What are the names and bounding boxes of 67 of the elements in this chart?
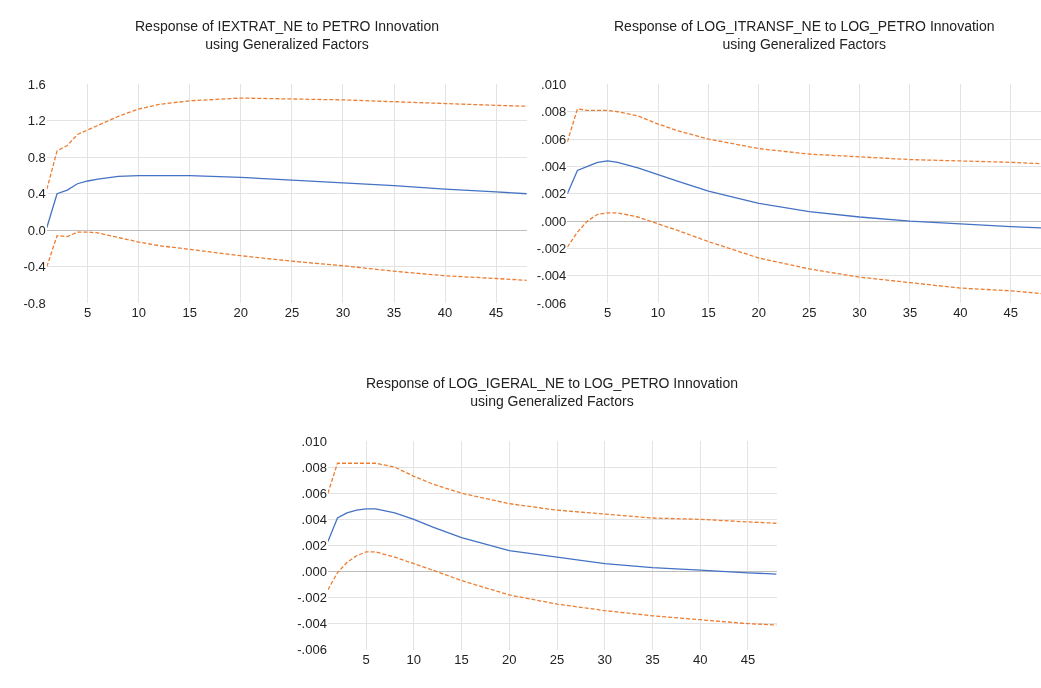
- line-series: [46, 97, 527, 190]
- y-tick-label: -0.4: [23, 259, 46, 275]
- y-tick-label: 1.6: [27, 76, 46, 92]
- y-tick-label: -.002: [536, 240, 567, 256]
- x-tick-label: 15: [454, 651, 469, 667]
- x-tick-label: 45: [740, 651, 756, 667]
- y-tick-label: .004: [301, 511, 327, 527]
- line-series: [327, 508, 777, 575]
- y-tick-label: .006: [301, 485, 327, 501]
- y-tick-label: .000: [301, 564, 327, 580]
- y-tick-label: 0.8: [27, 149, 46, 165]
- y-tick-label: .002: [301, 537, 327, 553]
- x-tick-label: 35: [902, 305, 918, 321]
- x-tick-label: 10: [406, 651, 422, 667]
- x-tick-label: 35: [386, 305, 402, 321]
- y-tick-label: .002: [541, 186, 567, 202]
- x-tick-label: 5: [362, 651, 370, 667]
- x-tick-label: 45: [488, 305, 504, 321]
- x-tick-label: 30: [335, 305, 351, 321]
- line-series: [46, 174, 527, 229]
- y-tick-label: 1.2: [27, 113, 46, 129]
- line-series: [327, 551, 777, 626]
- x-tick-label: 45: [1003, 305, 1018, 321]
- y-tick-label: -.006: [297, 642, 327, 658]
- x-tick-label: 20: [233, 305, 249, 321]
- y-tick-label: .008: [541, 104, 567, 120]
- x-tick-label: 40: [692, 651, 708, 667]
- y-tick-label: -.002: [297, 590, 327, 606]
- chart-title: Response of IEXTRAT_NE to PETRO Innovation: [135, 18, 439, 34]
- line-series: [567, 212, 1041, 295]
- y-tick-label: .004: [541, 158, 567, 174]
- x-tick-label: 10: [650, 305, 666, 321]
- x-tick-label: 35: [645, 651, 660, 667]
- chart-subtitle: using Generalized Factors: [470, 393, 634, 410]
- chart-title: Response of LOG_IGERAL_NE to LOG_PETRO Innovation: [366, 375, 738, 391]
- line-series: [567, 160, 1041, 229]
- x-tick-label: 20: [502, 651, 517, 667]
- x-tick-label: 30: [597, 651, 612, 667]
- chart-title: Response of LOG_ITRANSF_NE to LOG_PETRO Innovation: [614, 18, 995, 34]
- y-tick-label: .008: [301, 459, 327, 475]
- y-tick-label: -0.8: [23, 295, 46, 311]
- y-tick-label: -.006: [536, 295, 567, 311]
- chart-subtitle: using Generalized Factors: [205, 36, 369, 53]
- x-tick-label: 25: [284, 305, 300, 321]
- x-tick-label: 5: [84, 305, 92, 321]
- x-tick-label: 40: [953, 305, 968, 321]
- x-tick-label: 30: [852, 305, 867, 321]
- chart-subtitle: using Generalized Factors: [722, 36, 886, 53]
- x-tick-label: 20: [751, 305, 767, 321]
- x-tick-label: 25: [549, 651, 565, 667]
- x-tick-label: 40: [437, 305, 453, 321]
- y-tick-label: -.004: [297, 616, 327, 632]
- line-series: [46, 231, 527, 281]
- y-tick-label: 0.4: [27, 186, 46, 202]
- line-series: [327, 462, 777, 524]
- y-tick-label: .000: [541, 213, 567, 229]
- x-tick-label: 15: [182, 305, 198, 321]
- x-tick-label: 25: [801, 305, 817, 321]
- x-tick-label: 15: [701, 305, 716, 321]
- y-tick-label: 0.0: [27, 222, 46, 238]
- line-series: [567, 108, 1041, 165]
- y-tick-label: .010: [301, 433, 327, 449]
- y-tick-label: .010: [541, 76, 567, 92]
- y-tick-label: -.004: [536, 268, 567, 284]
- x-tick-label: 5: [604, 305, 612, 321]
- x-tick-label: 10: [131, 305, 146, 321]
- y-tick-label: .006: [541, 131, 567, 147]
